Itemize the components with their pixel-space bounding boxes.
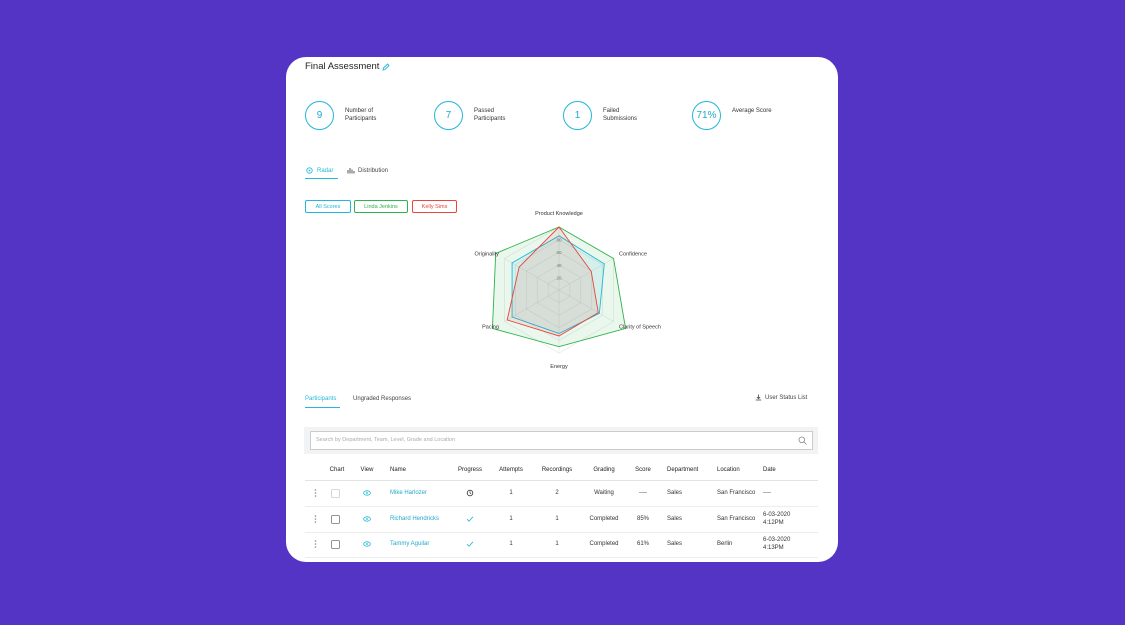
r-tick-label: 60 xyxy=(556,250,562,255)
cell-date: ---- xyxy=(763,490,771,496)
tab[interactable]: Participants xyxy=(305,396,337,402)
axis-line xyxy=(558,289,614,322)
column-header: Grading xyxy=(593,467,615,473)
axis-label: Pacing xyxy=(482,325,499,331)
cell-grading: Completed xyxy=(589,515,619,522)
download-icon xyxy=(755,394,762,401)
cell-recordings: 1 xyxy=(555,541,559,547)
filter-button[interactable]: Linda Jenkins xyxy=(354,200,408,213)
filter-button[interactable]: Kelly Sims xyxy=(412,200,457,213)
row-menu xyxy=(314,514,317,523)
stat-label: Number of Participants xyxy=(345,108,377,122)
radar-chart: 20 40 60 80 Product Knowledge Confidence Clari… xyxy=(474,211,661,370)
row-rule xyxy=(305,506,818,507)
axis-label: Originality xyxy=(474,252,499,258)
radar-area xyxy=(506,226,599,337)
filter-button[interactable]: All Scores xyxy=(305,200,351,213)
search-box[interactable]: Search by Department, Team, Level, Grade… xyxy=(310,431,813,450)
r-tick-label: 20 xyxy=(556,275,562,280)
cell-date: 6-03-2020 4:12PM xyxy=(763,511,791,526)
column-header: Location xyxy=(717,467,740,473)
view-icon xyxy=(363,490,371,496)
tab[interactable]: Radar xyxy=(317,168,334,174)
stat-label: Passed Participants xyxy=(474,108,506,122)
stat-label: Average Score xyxy=(732,108,772,114)
cell-score: ---- xyxy=(639,490,647,496)
tab-underline xyxy=(305,178,338,180)
column-header: Progress xyxy=(457,467,482,473)
cell-score: 85% xyxy=(636,515,649,522)
stat-value: 71% xyxy=(692,101,721,130)
stat-label: Failed Submissions xyxy=(603,108,638,122)
page-title: Final Assessment xyxy=(305,61,380,72)
column-header: Chart xyxy=(329,467,345,473)
tab[interactable]: Distribution xyxy=(358,168,389,174)
distribution-icon xyxy=(347,168,355,174)
axis-label: Product Knowledge xyxy=(535,211,583,217)
cell-grading: Completed xyxy=(589,541,619,547)
cell-date: 6-03-2020 4:13PM xyxy=(763,537,791,551)
tab[interactable]: Ungraded Responses xyxy=(353,396,412,402)
radar-icon xyxy=(306,167,313,174)
user-status-list[interactable]: User Status List xyxy=(765,395,808,401)
cell-grading: Waiting xyxy=(594,490,614,496)
cell-score: 61% xyxy=(636,541,649,547)
cell-name[interactable]: Richard Hendricks xyxy=(390,515,440,522)
row-rule xyxy=(305,557,818,558)
cell-department: Sales xyxy=(667,541,683,547)
edit-icon[interactable] xyxy=(382,63,390,71)
column-header: Date xyxy=(763,467,776,473)
axis-label: Energy xyxy=(550,364,568,370)
cell-attempts: 1 xyxy=(509,490,513,496)
stat-value: 7 xyxy=(434,101,463,130)
cell-recordings: 1 xyxy=(555,515,559,522)
column-header: Recordings xyxy=(541,467,573,473)
progress-icon xyxy=(466,489,474,497)
progress-icon xyxy=(466,516,474,522)
axis-line xyxy=(504,258,560,291)
assessment-card: Final Assessment 20 40 60 80 Product Knowled… xyxy=(286,57,838,562)
cell-name[interactable]: Mike Harlozer xyxy=(390,490,428,496)
cell-department: Sales xyxy=(667,515,683,522)
cell-attempts: 1 xyxy=(509,515,513,522)
tab-underline xyxy=(305,407,340,409)
header-rule xyxy=(305,480,818,481)
cell-location: Berlin xyxy=(717,541,733,547)
search-placeholder: Search by Department, Team, Level, Grade… xyxy=(316,437,456,443)
cell-recordings: 2 xyxy=(555,490,559,496)
column-header: View xyxy=(360,467,374,473)
row-rule xyxy=(305,531,818,533)
progress-icon xyxy=(466,541,474,547)
view-icon xyxy=(363,515,371,522)
view-icon xyxy=(363,541,371,547)
column-header: Department xyxy=(667,467,699,473)
search-icon xyxy=(798,436,807,445)
row-menu xyxy=(314,540,317,548)
cell-name[interactable]: Tammy Aguilar xyxy=(390,541,430,547)
chart-checkbox xyxy=(331,540,340,549)
column-header: Attempts xyxy=(499,467,523,473)
cell-location: San Francisco xyxy=(717,515,756,522)
row-menu xyxy=(314,489,317,497)
cell-department: Sales xyxy=(667,490,683,496)
radar-area xyxy=(511,235,605,334)
stat-value: 1 xyxy=(563,101,592,130)
chart-checkbox xyxy=(331,489,340,498)
stat-value: 9 xyxy=(305,101,334,130)
column-header: Score xyxy=(635,467,651,473)
axis-label: Clarity of Speech xyxy=(619,325,661,331)
cell-location: San Francisco xyxy=(717,490,756,496)
r-tick-label: 40 xyxy=(556,263,562,268)
column-header: Name xyxy=(390,467,407,473)
axis-label: Confidence xyxy=(619,252,647,258)
axis-line xyxy=(504,289,560,322)
chart-checkbox xyxy=(331,514,340,524)
r-tick-label: 80 xyxy=(556,238,562,243)
cell-attempts: 1 xyxy=(509,541,513,547)
